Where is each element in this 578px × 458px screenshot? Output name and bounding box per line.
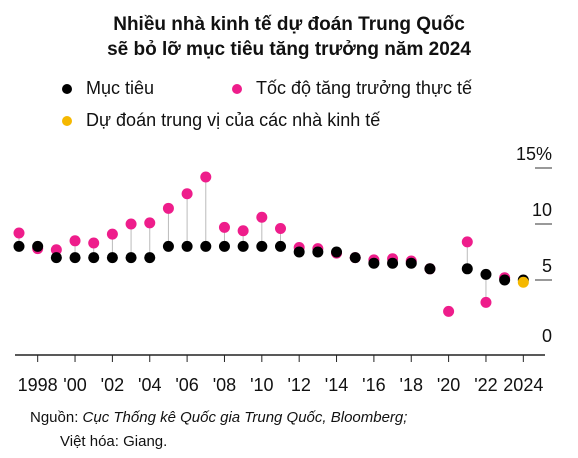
target-point [256,240,268,252]
actual-growth-point [50,244,62,256]
target-point [499,274,511,286]
chart-title-line-1: Nhiều nhà kinh tế dự đoán Trung Quốc [113,14,465,35]
target-point [88,252,100,264]
legend-item-actual: Tốc độ tăng trưởng thực tế [232,78,472,99]
target-point [331,246,343,258]
x-tick-label: '02 [101,375,124,395]
x-tick-label: '00 [63,375,86,395]
target-point [293,246,305,258]
source-prefix: Nguồn: [30,409,83,426]
target-point [181,240,193,252]
forecast-point [517,276,529,288]
target-point [349,252,361,264]
target-point [424,263,436,275]
target-point [480,268,492,280]
target-point [125,252,137,264]
x-tick-label: '16 [362,375,385,395]
legend-label-forecast: Dự đoán trung vị của các nhà kinh tế [86,110,381,130]
target-point [461,263,473,275]
actual-growth-point [480,296,492,308]
target-point [200,240,212,252]
x-tick-label: '10 [250,375,273,395]
chart-title-line-2: sẽ bỏ lỡ mục tiêu tăng trưởng năm 2024 [107,39,471,60]
actual-growth-point [461,236,473,248]
x-tick-label: '14 [325,375,348,395]
actual-growth-point [256,211,268,223]
x-tick-label: '20 [437,375,460,395]
x-tick-label: '22 [474,375,497,395]
actual-growth-point [69,235,81,247]
x-tick-label: '12 [287,375,310,395]
actual-growth-point [13,227,25,239]
target-point [50,252,62,264]
translation-credit: Việt hóa: Giang. [60,433,168,450]
actual-growth-point [106,228,118,240]
actual-growth-point [218,221,230,233]
actual-growth-point [162,202,174,214]
legend-marker-forecast [62,115,72,126]
target-point [368,257,380,269]
target-point [312,246,324,258]
actual-growth-point [275,222,286,234]
legend-item-target: Mục tiêu [62,78,154,99]
target-point [162,240,174,252]
y-tick-label: 0 [542,326,552,346]
chart-title: Nhiều nhà kinh tế dự đoán Trung Quốc sẽ … [0,12,578,62]
target-point [387,257,399,269]
x-tick-label: '08 [213,375,236,395]
actual-growth-point [88,237,100,249]
legend-marker-target [62,83,72,94]
legend-label-actual: Tốc độ tăng trưởng thực tế [256,78,473,98]
legend-label-target: Mục tiêu [86,78,155,98]
legend-marker-actual [232,83,242,94]
x-tick-label: '06 [175,375,198,395]
target-point [106,252,118,264]
target-point [13,240,25,252]
growth-chart: 15% 10 5 0 1998'00 '02 '04 '06 '08 '10 '12 '14 '16 '1… [13,144,552,395]
actual-growth-point [144,217,156,229]
x-tick-label: '04 [138,375,161,395]
x-tick-label: 2024 [503,375,543,395]
target-point [237,240,249,252]
actual-growth-point [181,188,193,200]
actual-growth-point [200,171,212,183]
x-tick-label: 1998 [18,375,58,395]
y-tick-label: 5 [542,256,552,276]
source-text: Cục Thống kê Quốc gia Trung Quốc, Bloomb… [82,409,408,426]
x-tick-label: '18 [400,375,423,395]
target-point [69,252,81,264]
target-point [275,240,286,252]
y-tick-label: 15% [516,144,552,164]
actual-growth-point [125,218,137,230]
legend-item-forecast: Dự đoán trung vị của các nhà kinh tế [62,110,380,131]
y-tick-label: 10 [532,200,552,220]
actual-growth-point [237,225,249,237]
target-point [405,257,417,269]
target-point [32,240,44,252]
source-note: Nguồn: Cục Thống kê Quốc gia Trung Quốc,… [30,406,407,454]
target-point [218,240,230,252]
target-point [144,252,156,264]
actual-growth-point [443,305,455,317]
